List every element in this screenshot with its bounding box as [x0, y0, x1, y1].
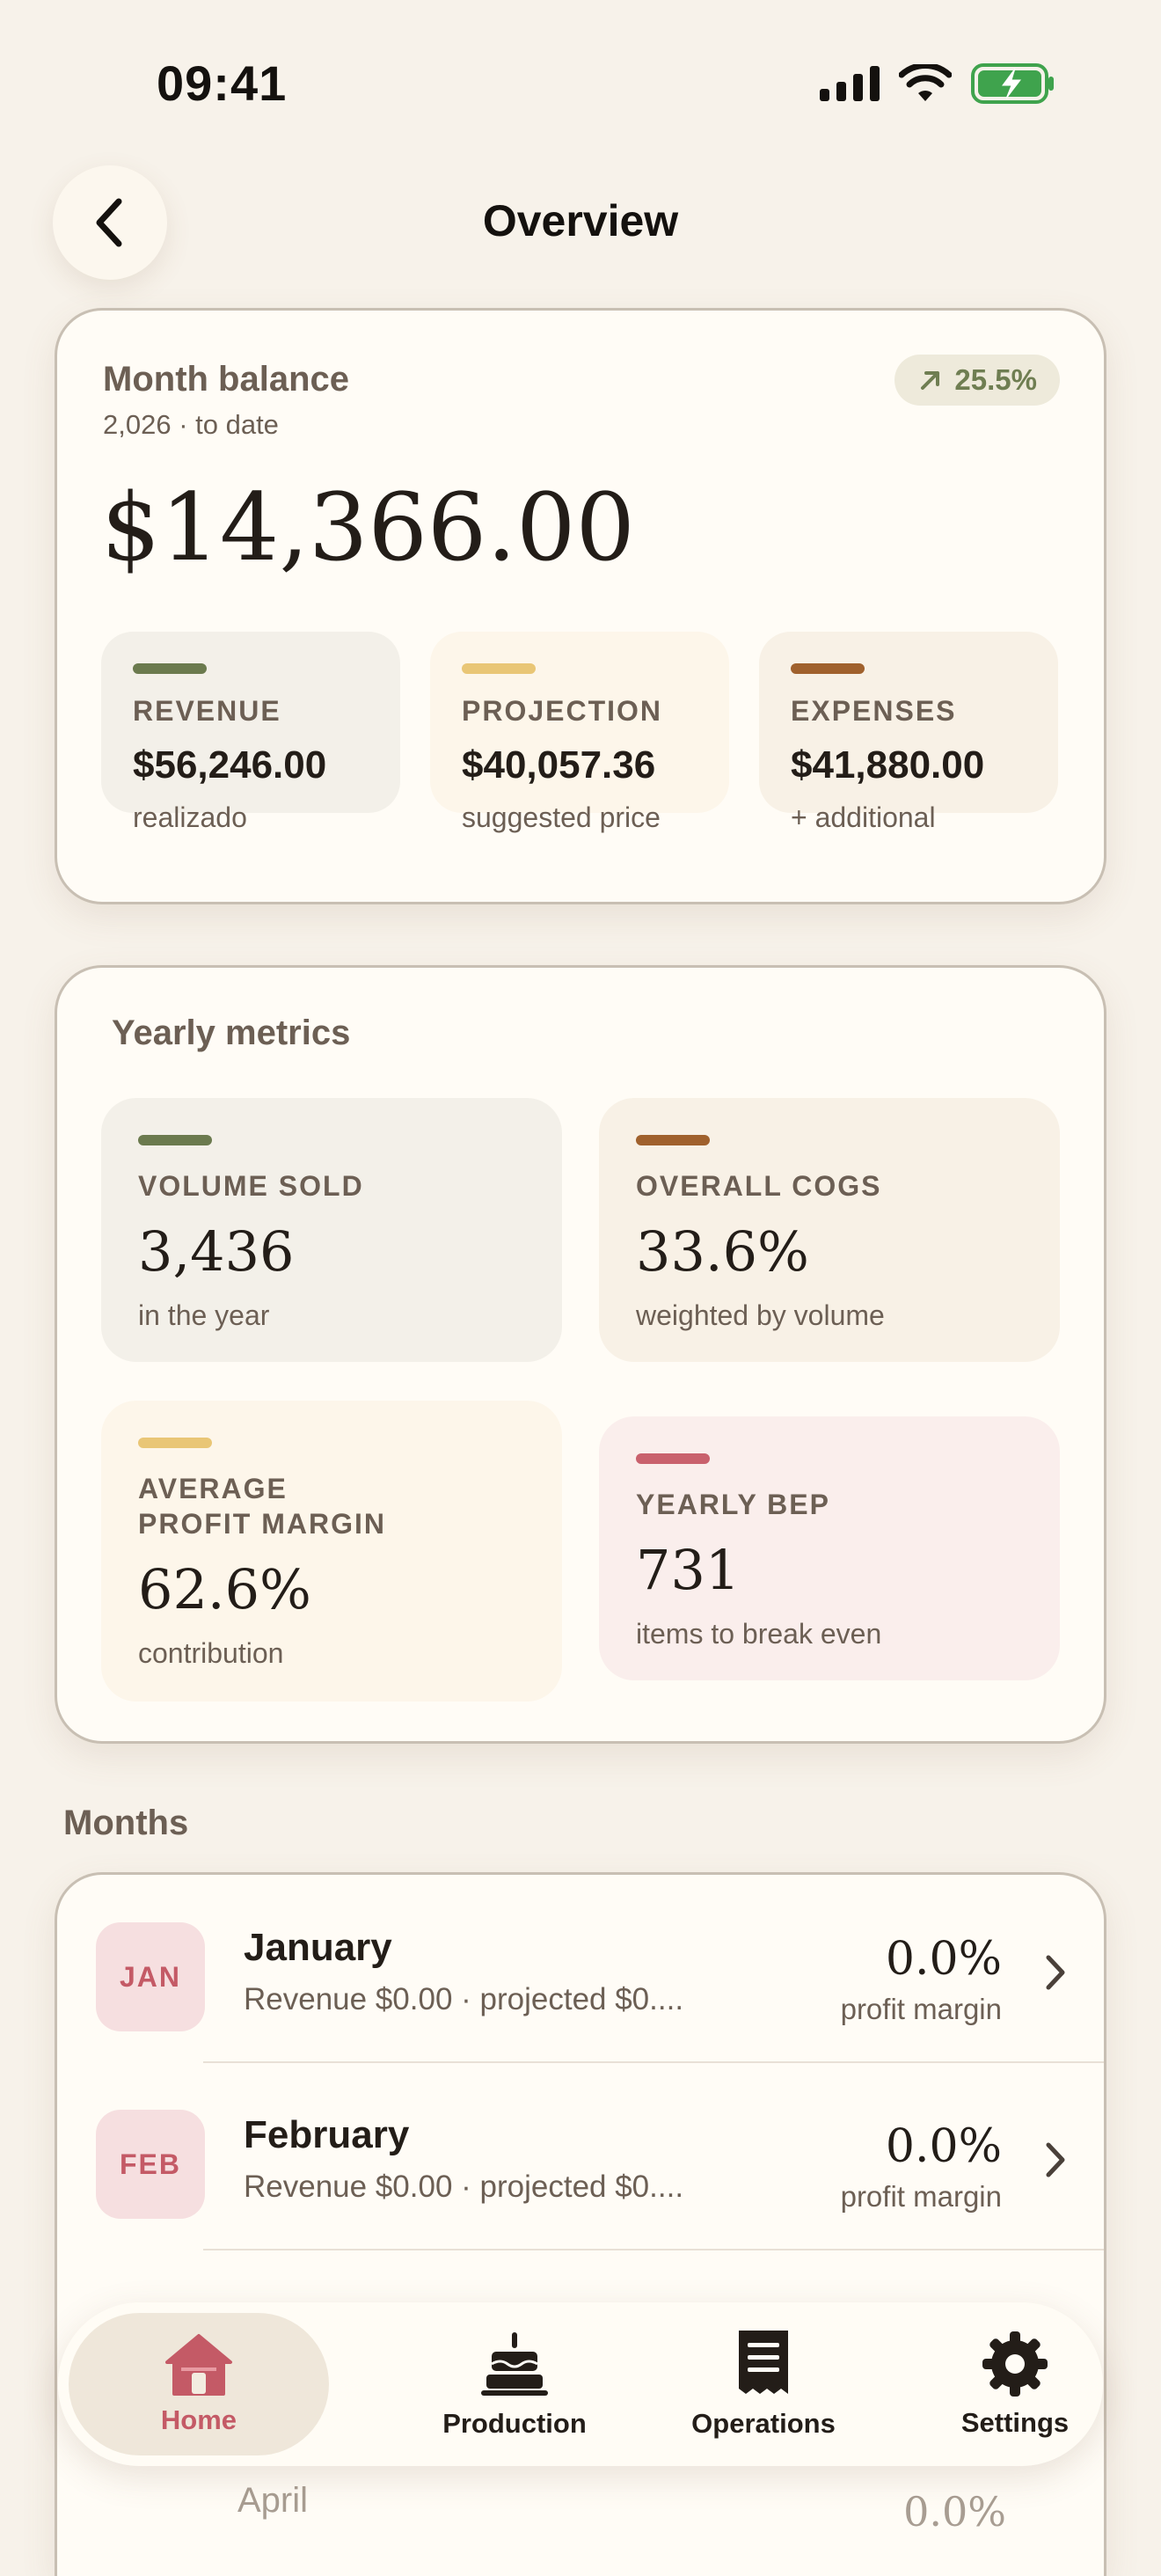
balance-change-badge: 25.5% [894, 355, 1060, 406]
projection-stat: PROJECTION $40,057.36 suggested price [430, 632, 729, 833]
wifi-icon [899, 64, 952, 101]
month-abbr-chip: FEB [96, 2110, 205, 2219]
stat-note: + additional [791, 801, 936, 833]
stat-value: $56,246.00 [133, 743, 327, 787]
stat-title: PROJECTION [462, 695, 663, 727]
house-icon [165, 2334, 232, 2396]
metric-note: contribution [138, 1637, 284, 1669]
stat-title: REVENUE [133, 695, 281, 727]
gear-icon [982, 2331, 1048, 2397]
stat-color-bar [791, 663, 865, 674]
metric-title: AVERAGE PROFIT MARGIN [138, 1471, 562, 1541]
status-time: 09:41 [157, 55, 288, 111]
cake-icon [481, 2332, 548, 2396]
stat-note: realizado [133, 801, 247, 833]
metric-color-bar [636, 1453, 710, 1464]
metric-color-bar [138, 1135, 212, 1145]
back-button[interactable] [53, 165, 167, 280]
month-profit-margin-label: profit margin [840, 1993, 1002, 2025]
month-abbr-chip: JAN [96, 1922, 205, 2031]
month-balance-card: Month balance 2,026 · to date 25.5% $14,… [55, 308, 1106, 904]
metric-value: 62.6% [138, 1557, 311, 1621]
metric-title-line1: AVERAGE [138, 1473, 288, 1504]
metric-color-bar [636, 1135, 710, 1145]
metric-value: 3,436 [138, 1219, 295, 1284]
balance-subtitle: 2,026 · to date [103, 409, 279, 440]
tab-production[interactable]: Production [357, 2302, 672, 2466]
metric-note: items to break even [636, 1618, 882, 1650]
chevron-right-icon [1046, 1955, 1065, 1990]
tab-label: Production [442, 2408, 587, 2439]
stat-value: $40,057.36 [462, 743, 656, 787]
stat-value: $41,880.00 [791, 743, 985, 787]
average-profit-margin-metric: AVERAGE PROFIT MARGIN 62.6% contribution [101, 1401, 562, 1701]
month-row-january[interactable]: JAN January Revenue $0.00 · projected $0… [57, 1875, 1104, 2061]
stat-color-bar [462, 663, 536, 674]
month-summary: Revenue $0.00 · projected $0.... [244, 1982, 684, 2016]
month-profit-margin: 0.0% [885, 2120, 1002, 2173]
chevron-left-icon [96, 198, 122, 247]
tab-label: Settings [960, 2407, 1070, 2438]
month-row-april-pct: 0.0% [903, 2488, 1006, 2536]
balance-label: Month balance [103, 360, 350, 399]
balance-amount: $14,366.00 [101, 473, 635, 582]
status-bar: 09:41 [0, 0, 1161, 167]
receipt-icon [739, 2331, 788, 2394]
balance-change-value: 25.5% [954, 363, 1037, 396]
overall-cogs-metric: OVERALL COGS 33.6% weighted by volume [599, 1098, 1060, 1362]
chevron-right-icon [1046, 2142, 1065, 2177]
metric-title: YEARLY BEP [636, 1489, 830, 1520]
expenses-stat: EXPENSES $41,880.00 + additional [759, 632, 1058, 833]
month-profit-margin-label: profit margin [840, 2180, 1002, 2213]
month-row-february[interactable]: FEB February Revenue $0.00 · projected $… [57, 2062, 1104, 2249]
tab-settings[interactable]: Settings [885, 2302, 1145, 2466]
status-icons [820, 63, 1055, 104]
tab-label: Home [160, 2404, 237, 2435]
row-divider [203, 2061, 1104, 2063]
month-name: January [244, 1926, 392, 1969]
metric-color-bar [138, 1438, 212, 1448]
months-list: JAN January Revenue $0.00 · projected $0… [55, 1872, 1106, 2576]
metric-note: in the year [138, 1299, 270, 1331]
stat-note: suggested price [462, 801, 661, 833]
page-title: Overview [482, 196, 679, 245]
months-section-label: Months [63, 1804, 189, 1842]
metric-note: weighted by volume [636, 1299, 885, 1331]
tab-bar: Home Production Operations [58, 2302, 1103, 2466]
tab-operations[interactable]: Operations [621, 2302, 906, 2466]
battery-charging-icon [971, 63, 1054, 104]
stat-title: EXPENSES [791, 695, 957, 727]
metrics-title: Yearly metrics [112, 1014, 351, 1052]
metric-value: 33.6% [636, 1219, 809, 1284]
metric-title-line2: PROFIT MARGIN [138, 1508, 386, 1540]
tab-home[interactable]: Home [69, 2313, 329, 2455]
tab-label: Operations [691, 2408, 836, 2439]
stat-color-bar [133, 663, 207, 674]
signal-icon [820, 66, 880, 101]
month-profit-margin: 0.0% [885, 1933, 1002, 1986]
metric-value: 731 [636, 1538, 741, 1602]
metric-title: VOLUME SOLD [138, 1170, 364, 1202]
month-name: February [244, 2113, 410, 2156]
yearly-bep-metric: YEARLY BEP 731 items to break even [599, 1416, 1060, 1680]
volume-sold-metric: VOLUME SOLD 3,436 in the year [101, 1098, 562, 1362]
month-row-april-name: April [237, 2481, 309, 2520]
revenue-stat: REVENUE $56,246.00 realizado [101, 632, 400, 833]
month-summary: Revenue $0.00 · projected $0.... [244, 2170, 684, 2204]
metric-title: OVERALL COGS [636, 1170, 882, 1202]
arrow-up-right-icon [921, 371, 940, 390]
row-divider [203, 2249, 1104, 2250]
yearly-metrics-card: Yearly metrics VOLUME SOLD 3,436 in the … [55, 965, 1106, 1744]
